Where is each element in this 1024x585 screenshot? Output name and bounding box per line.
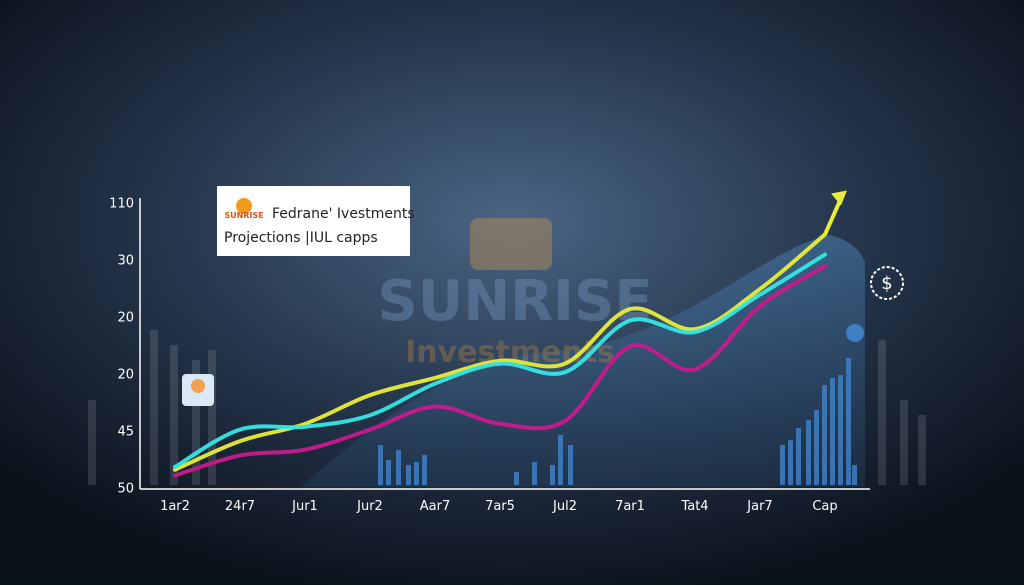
x-tick-label: 24r7 [225, 499, 255, 514]
y-tick-label: 20 [117, 368, 134, 383]
x-tick-label: Aar7 [420, 499, 450, 514]
decor-icon [846, 324, 864, 342]
series-line [173, 264, 827, 478]
series-line [173, 252, 827, 469]
decor-bars [378, 358, 857, 485]
decor-icon: $ [881, 273, 892, 294]
watermark: SUNRISE [377, 269, 652, 334]
brand: SUNRISE [224, 211, 263, 220]
x-tick-label: 1ar2 [160, 499, 190, 514]
plot [173, 190, 847, 478]
logo-sun [236, 198, 252, 214]
arrow-head [831, 190, 847, 206]
decor-icon [870, 266, 904, 300]
x-tick-label: 7ar5 [485, 499, 515, 514]
legend-box [217, 186, 410, 256]
chart-title: Fedrane' Ivestments [272, 206, 415, 222]
x-tick-label: Jul2 [552, 499, 577, 514]
y-tick-label: 45 [117, 425, 134, 440]
chart-subtitle: Projections |IUL capps [224, 230, 378, 246]
x-tick-label: 7ar1 [615, 499, 645, 514]
x-tick-label: Jur2 [356, 499, 383, 514]
x-tick-label: Cap [812, 499, 837, 514]
arrow-shaft [823, 197, 843, 236]
y-tick-label: 20 [117, 311, 134, 326]
x-tick-label: Jar7 [746, 499, 772, 514]
x-tick-label: Tat4 [680, 499, 708, 514]
decor-avatar [191, 379, 205, 393]
decor-bars-bg [88, 330, 926, 485]
y-tick-label: 50 [117, 482, 134, 497]
y-tick-label: 110 [109, 197, 134, 212]
decor-bubble [470, 218, 552, 270]
x-tick-label: Jur1 [291, 499, 318, 514]
y-tick-label: 30 [117, 254, 134, 269]
